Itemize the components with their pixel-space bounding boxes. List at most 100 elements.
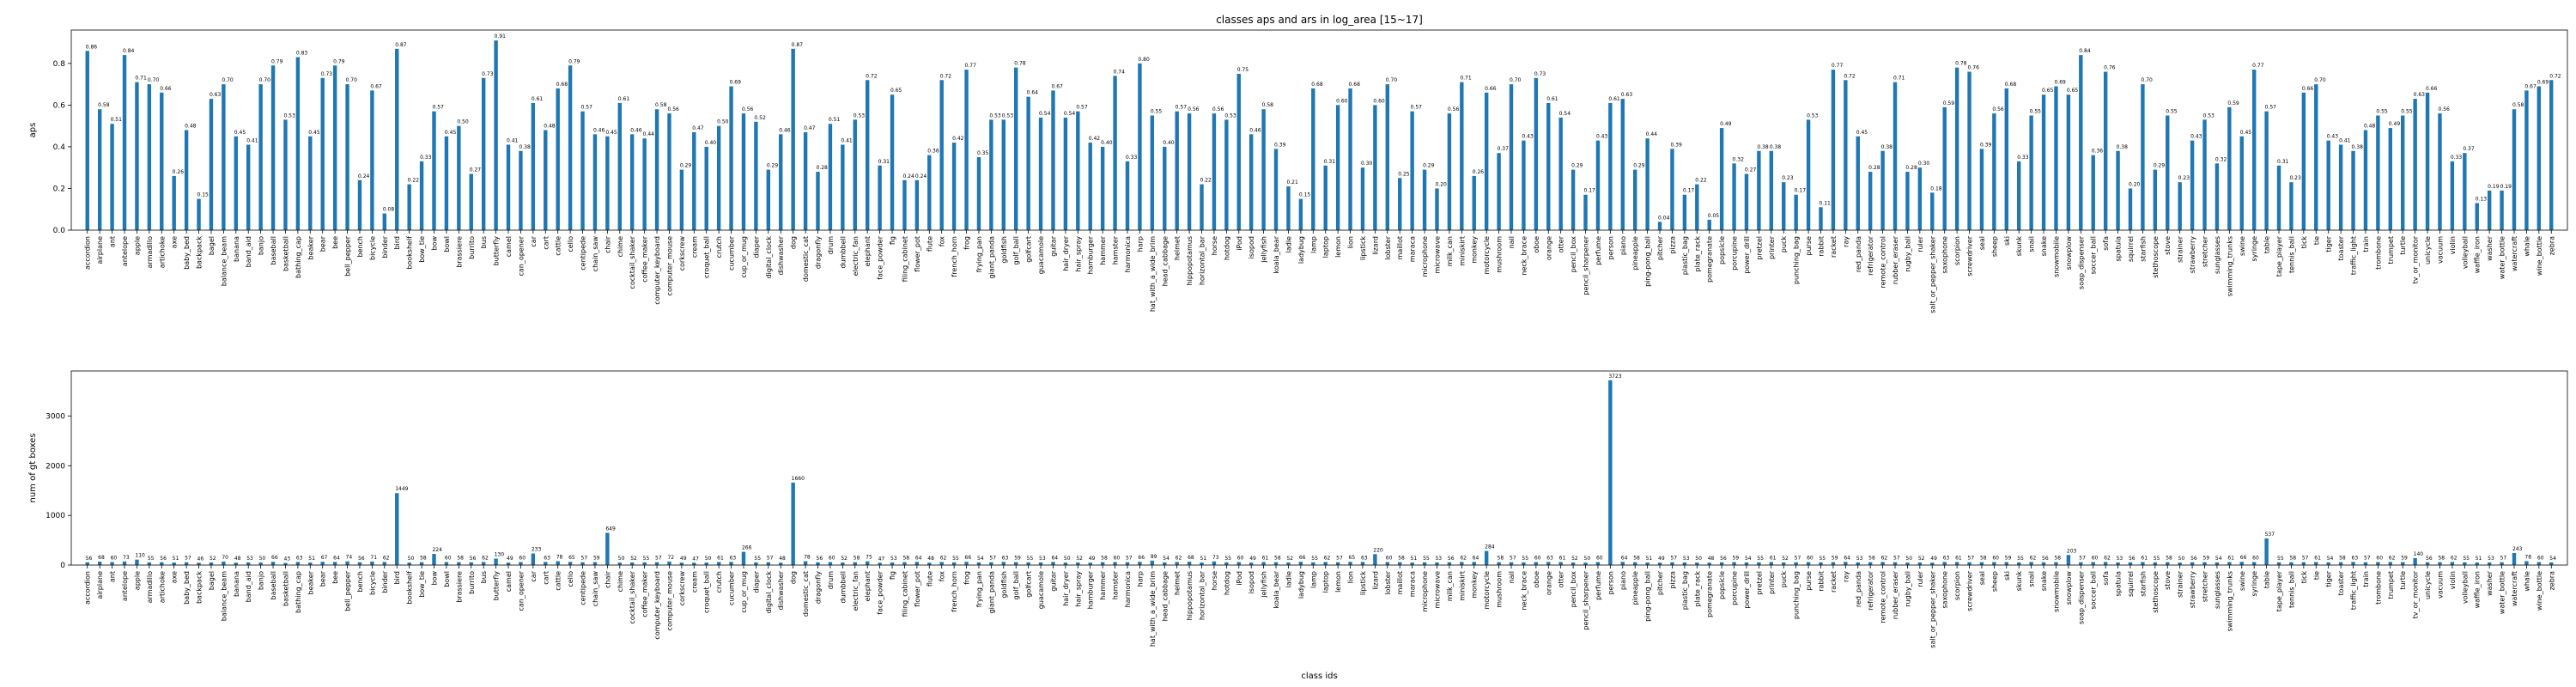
value-label: 0.68 (2005, 82, 2017, 88)
value-label: 62 (2451, 555, 2458, 561)
x-tick-label: salt_or_pepper_shaker (1929, 570, 1936, 647)
value-label: 0.50 (717, 119, 729, 125)
x-tick-label: squirrel (2127, 571, 2135, 597)
value-label: 0.77 (965, 63, 977, 69)
x-tick-label: isopod (1248, 571, 1255, 593)
bar (1608, 380, 1613, 565)
value-label: 57 (581, 556, 588, 562)
bar (2425, 92, 2430, 230)
bar (2054, 86, 2058, 230)
value-label: 266 (742, 545, 752, 551)
x-tick-label: tv_or_monitor (2412, 235, 2420, 283)
x-tick-label: motorcycle (1483, 571, 1491, 610)
value-label: 0.26 (173, 169, 185, 175)
value-label: 0.77 (2252, 63, 2264, 69)
bar (444, 136, 449, 230)
bar (2202, 562, 2207, 565)
value-label: 649 (605, 526, 616, 532)
x-tick-label: binder (381, 570, 389, 593)
bar (1707, 562, 1711, 565)
x-tick-label: dishwasher (777, 235, 785, 275)
x-tick-label: ski (2003, 571, 2011, 581)
value-label: 58 (1398, 556, 1405, 562)
value-label: 61 (717, 555, 724, 561)
value-label: 0.61 (532, 96, 544, 102)
bar (592, 134, 598, 230)
value-label: 51 (1200, 556, 1207, 562)
x-tick-label: microwave (1433, 571, 1441, 609)
bar (1583, 562, 1588, 565)
value-label: 0.60 (1336, 98, 1348, 104)
bar (1113, 76, 1117, 230)
bar (580, 562, 585, 565)
x-tick-label: cattle (555, 236, 562, 256)
bar (1088, 562, 1092, 565)
value-label: 57 (185, 556, 191, 562)
bar (1150, 115, 1155, 230)
x-tick-label: pencil_box (1570, 571, 1577, 608)
x-tick-label: accordion (84, 236, 92, 270)
bar (197, 562, 201, 565)
x-tick-label: giant_panda (987, 571, 995, 614)
value-label: 0.70 (148, 77, 160, 83)
bar (481, 562, 486, 565)
bar (308, 562, 313, 565)
value-label: 61 (1262, 555, 1269, 561)
bar (2079, 562, 2083, 565)
value-label: 0.21 (1286, 179, 1298, 185)
value-label: 50 (1584, 556, 1591, 562)
x-tick-label: golf_ball (1012, 571, 1020, 599)
x-tick-label: oboe (1533, 236, 1540, 253)
value-label: 537 (2265, 532, 2275, 538)
x-tick-label: bow_tie (418, 236, 426, 263)
bar (2153, 562, 2158, 565)
value-label: 0.48 (185, 124, 197, 130)
bar (1125, 161, 1130, 230)
value-label: 53 (246, 556, 253, 562)
bar (2524, 561, 2529, 565)
x-tick-label: volleyball (2461, 236, 2469, 269)
value-label: 3723 (1608, 374, 1621, 380)
x-tick-label: banana (233, 236, 240, 262)
value-label: 0.46 (630, 127, 642, 133)
value-label: 0.13 (2476, 196, 2488, 202)
value-label: 0.41 (246, 137, 258, 143)
bar (160, 562, 164, 565)
value-label: 203 (2067, 548, 2077, 554)
x-tick-label: beaker (307, 235, 314, 259)
x-tick-label: washer (2486, 235, 2494, 261)
bar (345, 84, 349, 231)
bar (1534, 77, 1539, 231)
x-tick-label: punching_bag (1793, 571, 1801, 619)
x-tick-label: puck (1780, 571, 1788, 588)
bar (914, 179, 920, 230)
x-tick-label: porcupine (1731, 571, 1739, 605)
value-label: 59 (1733, 556, 1740, 562)
bar (357, 562, 362, 565)
value-label: 57 (767, 556, 774, 562)
x-tick-label: sofa (2102, 571, 2110, 586)
x-tick-label: microphone (1421, 236, 1429, 277)
value-label: 0.55 (2166, 109, 2178, 115)
x-tick-label: bicycle (368, 571, 376, 595)
value-label: 65 (1349, 555, 1356, 561)
bar (1732, 562, 1736, 565)
bar (630, 562, 635, 565)
x-tick-label: cucumber (728, 235, 736, 271)
bar (1051, 90, 1055, 231)
bar (2239, 136, 2244, 230)
x-tick-label: computer_mouse (665, 571, 673, 631)
bar (2054, 562, 2058, 565)
bar (2376, 115, 2380, 230)
bar (2190, 140, 2195, 230)
value-label: 0.38 (1770, 144, 1782, 150)
value-label: 0.71 (1460, 76, 1472, 82)
x-tick-label: goldfish (1000, 236, 1008, 264)
value-label: 55 (952, 556, 959, 562)
value-label: 62 (482, 555, 489, 561)
x-tick-label: cocktail_shaker (629, 570, 636, 623)
x-tick-label: bicycle (368, 236, 376, 260)
value-label: 0.72 (940, 73, 952, 79)
bar (1657, 562, 1662, 565)
value-label: 0.55 (2376, 109, 2388, 115)
